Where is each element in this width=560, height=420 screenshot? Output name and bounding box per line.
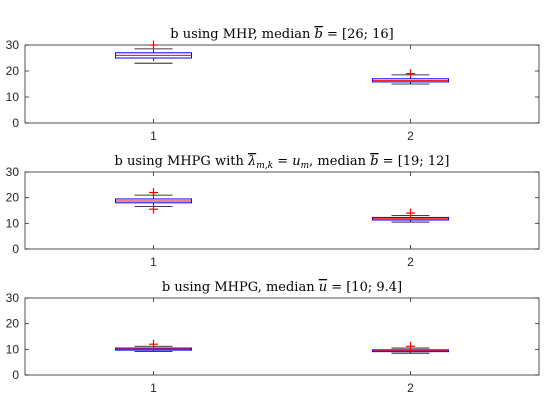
x-tick-label: 1 [150,381,157,395]
title-text: = [273,154,292,169]
box-2 [372,208,449,223]
title-barred-symbol: b [315,27,323,42]
y-tick-label: 10 [6,342,20,356]
x-tick-label: 2 [407,381,414,395]
x-tick-label: 2 [407,129,414,143]
title-text: m [301,161,310,171]
box-2 [372,341,449,354]
title-text: b using MHPG, median [162,280,319,295]
y-tick-label: 20 [6,191,20,205]
chart-title: b using MHP, median b = [26; 16] [170,27,394,42]
y-tick-label: 0 [12,242,19,256]
outlier-marker [149,40,158,50]
title-text: m,k [256,161,273,171]
chart-panel-3: 0 10 20 30 1 2 b using MHPG, median u = [10; 9… [6,280,540,395]
y-tick-label: 10 [6,216,20,230]
y-tick-label: 0 [12,116,19,130]
chart-title: b using MHPG, median u = [10; 9.4] [162,280,402,295]
y-tick-label: 30 [6,38,20,52]
y-tick-label: 30 [6,291,20,305]
y-tick-label: 30 [6,165,20,179]
y-tick-label: 0 [12,368,19,382]
chart-panel-2: 0 10 20 30 1 2 b using MHPG with λm,k = um, me… [6,154,540,269]
title-barred-symbol: b [370,154,378,169]
axes-box [24,171,540,250]
x-tick-label: 2 [407,255,414,269]
axes-box [24,44,540,124]
title-barred-symbol: u [319,280,327,295]
title-barred-symbol: λ [247,154,256,169]
outlier-marker [149,339,158,349]
outlier-marker [406,69,415,79]
box-1 [115,40,192,64]
title-text: = [10; 9.4] [327,280,402,295]
outlier-marker [406,341,415,351]
outlier-marker [149,204,158,214]
box-2 [372,69,449,85]
title-text: u [292,154,300,169]
title-text: b using MHP, median [170,27,314,42]
x-tick-label: 1 [150,255,157,269]
y-tick-label: 20 [6,64,20,78]
title-text: b using MHPG with [115,154,248,169]
x-tick-label: 1 [150,129,157,143]
axes-box [24,297,540,376]
outlier-marker [406,208,415,218]
title-text: , median [309,154,370,169]
box-1 [115,339,192,352]
box-1 [115,188,192,214]
y-tick-label: 10 [6,90,20,104]
y-tick-label: 20 [6,317,20,331]
title-text: = [19; 12] [379,154,450,169]
title-text: = [26; 16] [323,27,394,42]
outlier-marker [149,188,158,198]
chart-title: b using MHPG with λm,k = um, median b = … [115,154,450,171]
chart-panel-1: 0 10 20 30 1 2 b using MHP, median b = [26; 16… [6,27,540,143]
